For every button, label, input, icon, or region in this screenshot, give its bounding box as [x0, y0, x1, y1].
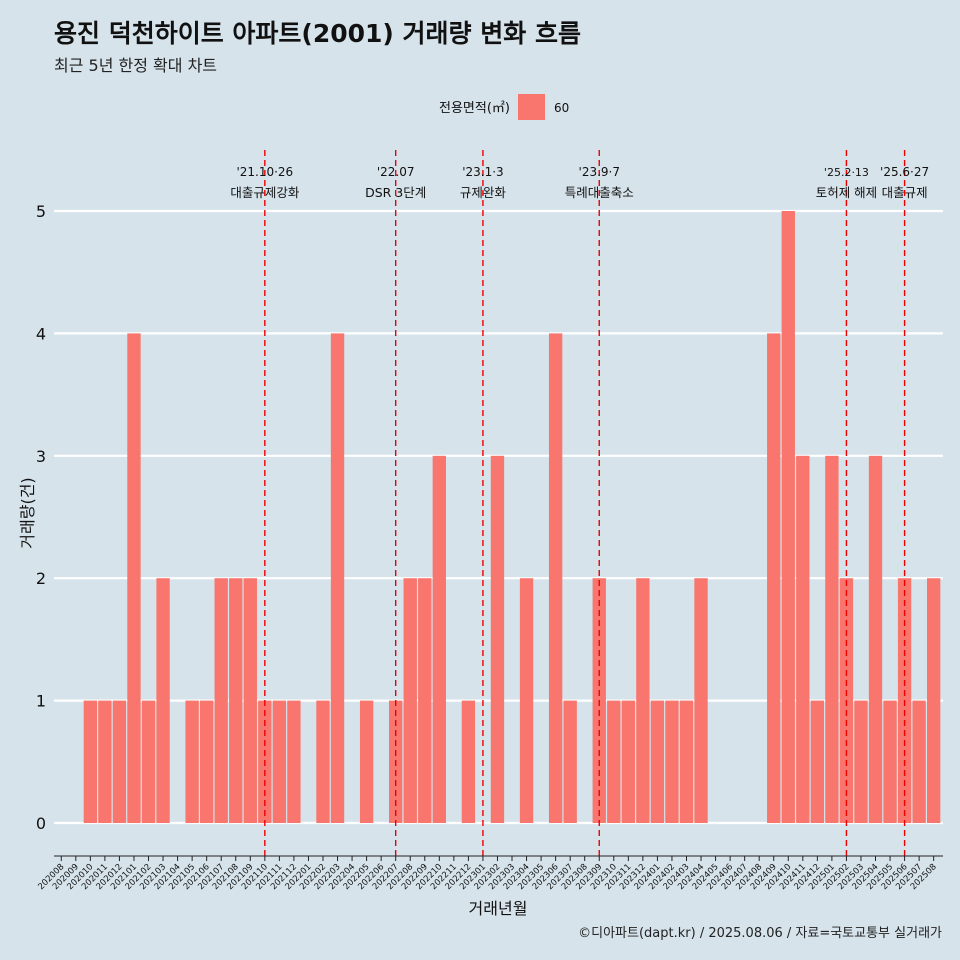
y-tick-label: 0: [36, 814, 46, 833]
bar-202507: [912, 700, 926, 823]
event-label: 특례대출축소: [565, 185, 634, 200]
x-axis: 2020082020092020102020112020122021012021…: [36, 855, 943, 892]
bar-202208: [403, 578, 417, 823]
bar-202304: [519, 578, 534, 823]
legend-key-60: [518, 94, 545, 120]
bar-202312: [636, 578, 650, 823]
bar-202403: [679, 700, 694, 823]
bar-202012: [112, 700, 127, 823]
bar-202311: [621, 700, 635, 823]
bar-202210: [432, 455, 446, 823]
y-axis-label: 거래량(건): [18, 477, 37, 548]
chart-title: 용진 덕천하이트 아파트(2001) 거래량 변화 흐름: [54, 19, 581, 48]
bar-202108: [229, 578, 243, 823]
chart-subtitle: 최근 5년 한정 확대 차트: [54, 56, 218, 75]
x-axis-label: 거래년월: [469, 899, 528, 918]
event-date: '22.07: [377, 165, 415, 179]
bar-202203: [330, 333, 345, 823]
bar-202103: [156, 578, 170, 823]
event-date: '25.2·13: [824, 166, 869, 179]
bar-202402: [665, 700, 679, 823]
bar-202401: [650, 700, 665, 823]
bar-202508: [927, 578, 941, 823]
bar-202501: [825, 455, 839, 823]
y-tick-label: 4: [36, 324, 46, 343]
bar-202307: [563, 700, 577, 823]
y-tick-label: 1: [36, 692, 46, 711]
bar-202102: [141, 700, 156, 823]
bars: [83, 211, 941, 823]
event-markers: '21.10·26 대출규제강화 '22.07 DSR 3단계 '23.1·3 규제완화 '…: [230, 150, 929, 856]
event-label: 토허제 해제: [816, 185, 877, 200]
bar-202101: [127, 333, 141, 823]
bar-202411: [796, 455, 810, 823]
event-label: 규제완화: [460, 185, 507, 200]
event-date: '23.1·3: [462, 165, 503, 179]
event-date: '21.10·26: [236, 165, 293, 179]
y-tick-label: 3: [36, 447, 46, 466]
event-date: '23.9·7: [579, 165, 620, 179]
bar-202202: [316, 700, 330, 823]
y-axis: 0 1 2 3 4 5: [36, 202, 46, 833]
bar-202302: [490, 455, 505, 823]
y-tick-label: 2: [36, 569, 46, 588]
event-date: '25.6·27: [880, 165, 929, 179]
bar-202010: [83, 700, 98, 823]
bar-202105: [185, 700, 199, 823]
legend: 전용면적(㎡) 60: [439, 94, 569, 120]
bar-202503: [854, 700, 868, 823]
bar-202404: [694, 578, 708, 823]
event-label: 대출규제: [882, 185, 928, 200]
bar-202306: [548, 333, 563, 823]
event-label: DSR 3단계: [365, 185, 426, 200]
legend-title: 전용면적(㎡): [439, 101, 510, 116]
bar-202209: [418, 578, 432, 823]
bar-202212: [461, 700, 476, 823]
y-tick-label: 5: [36, 202, 46, 221]
bar-202107: [214, 578, 228, 823]
event-label: 대출규제강화: [230, 185, 300, 200]
bar-202205: [359, 700, 374, 823]
bar-202112: [287, 700, 301, 823]
bar-202410: [781, 211, 795, 823]
bar-202106: [200, 700, 214, 823]
bar-202310: [607, 700, 621, 823]
bar-202505: [883, 700, 897, 823]
bar-202111: [272, 700, 287, 823]
bar-202011: [98, 700, 112, 823]
bar-202409: [767, 333, 781, 823]
bar-202412: [810, 700, 825, 823]
legend-label-60: 60: [554, 101, 569, 115]
source-caption: ©디아파트(dapt.kr) / 2025.08.06 / 자료=국토교통부 실…: [578, 926, 942, 941]
bar-202109: [243, 578, 257, 823]
bar-202504: [868, 455, 883, 823]
